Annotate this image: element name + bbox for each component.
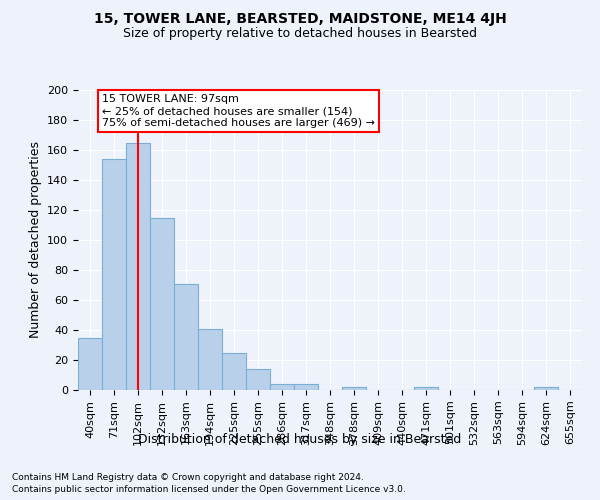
Y-axis label: Number of detached properties: Number of detached properties xyxy=(29,142,41,338)
Bar xyxy=(174,284,198,390)
Bar xyxy=(126,142,150,390)
Text: 15, TOWER LANE, BEARSTED, MAIDSTONE, ME14 4JH: 15, TOWER LANE, BEARSTED, MAIDSTONE, ME1… xyxy=(94,12,506,26)
Bar xyxy=(270,384,294,390)
Text: Size of property relative to detached houses in Bearsted: Size of property relative to detached ho… xyxy=(123,28,477,40)
Bar xyxy=(78,338,102,390)
Bar xyxy=(414,387,438,390)
Bar xyxy=(342,387,366,390)
Bar xyxy=(294,384,318,390)
Bar xyxy=(198,328,222,390)
Bar xyxy=(534,387,558,390)
Bar xyxy=(222,352,246,390)
Bar xyxy=(150,218,174,390)
Text: Distribution of detached houses by size in Bearsted: Distribution of detached houses by size … xyxy=(139,432,461,446)
Bar xyxy=(102,159,126,390)
Text: 15 TOWER LANE: 97sqm
← 25% of detached houses are smaller (154)
75% of semi-deta: 15 TOWER LANE: 97sqm ← 25% of detached h… xyxy=(102,94,375,128)
Text: Contains public sector information licensed under the Open Government Licence v3: Contains public sector information licen… xyxy=(12,485,406,494)
Text: Contains HM Land Registry data © Crown copyright and database right 2024.: Contains HM Land Registry data © Crown c… xyxy=(12,472,364,482)
Bar xyxy=(246,369,270,390)
